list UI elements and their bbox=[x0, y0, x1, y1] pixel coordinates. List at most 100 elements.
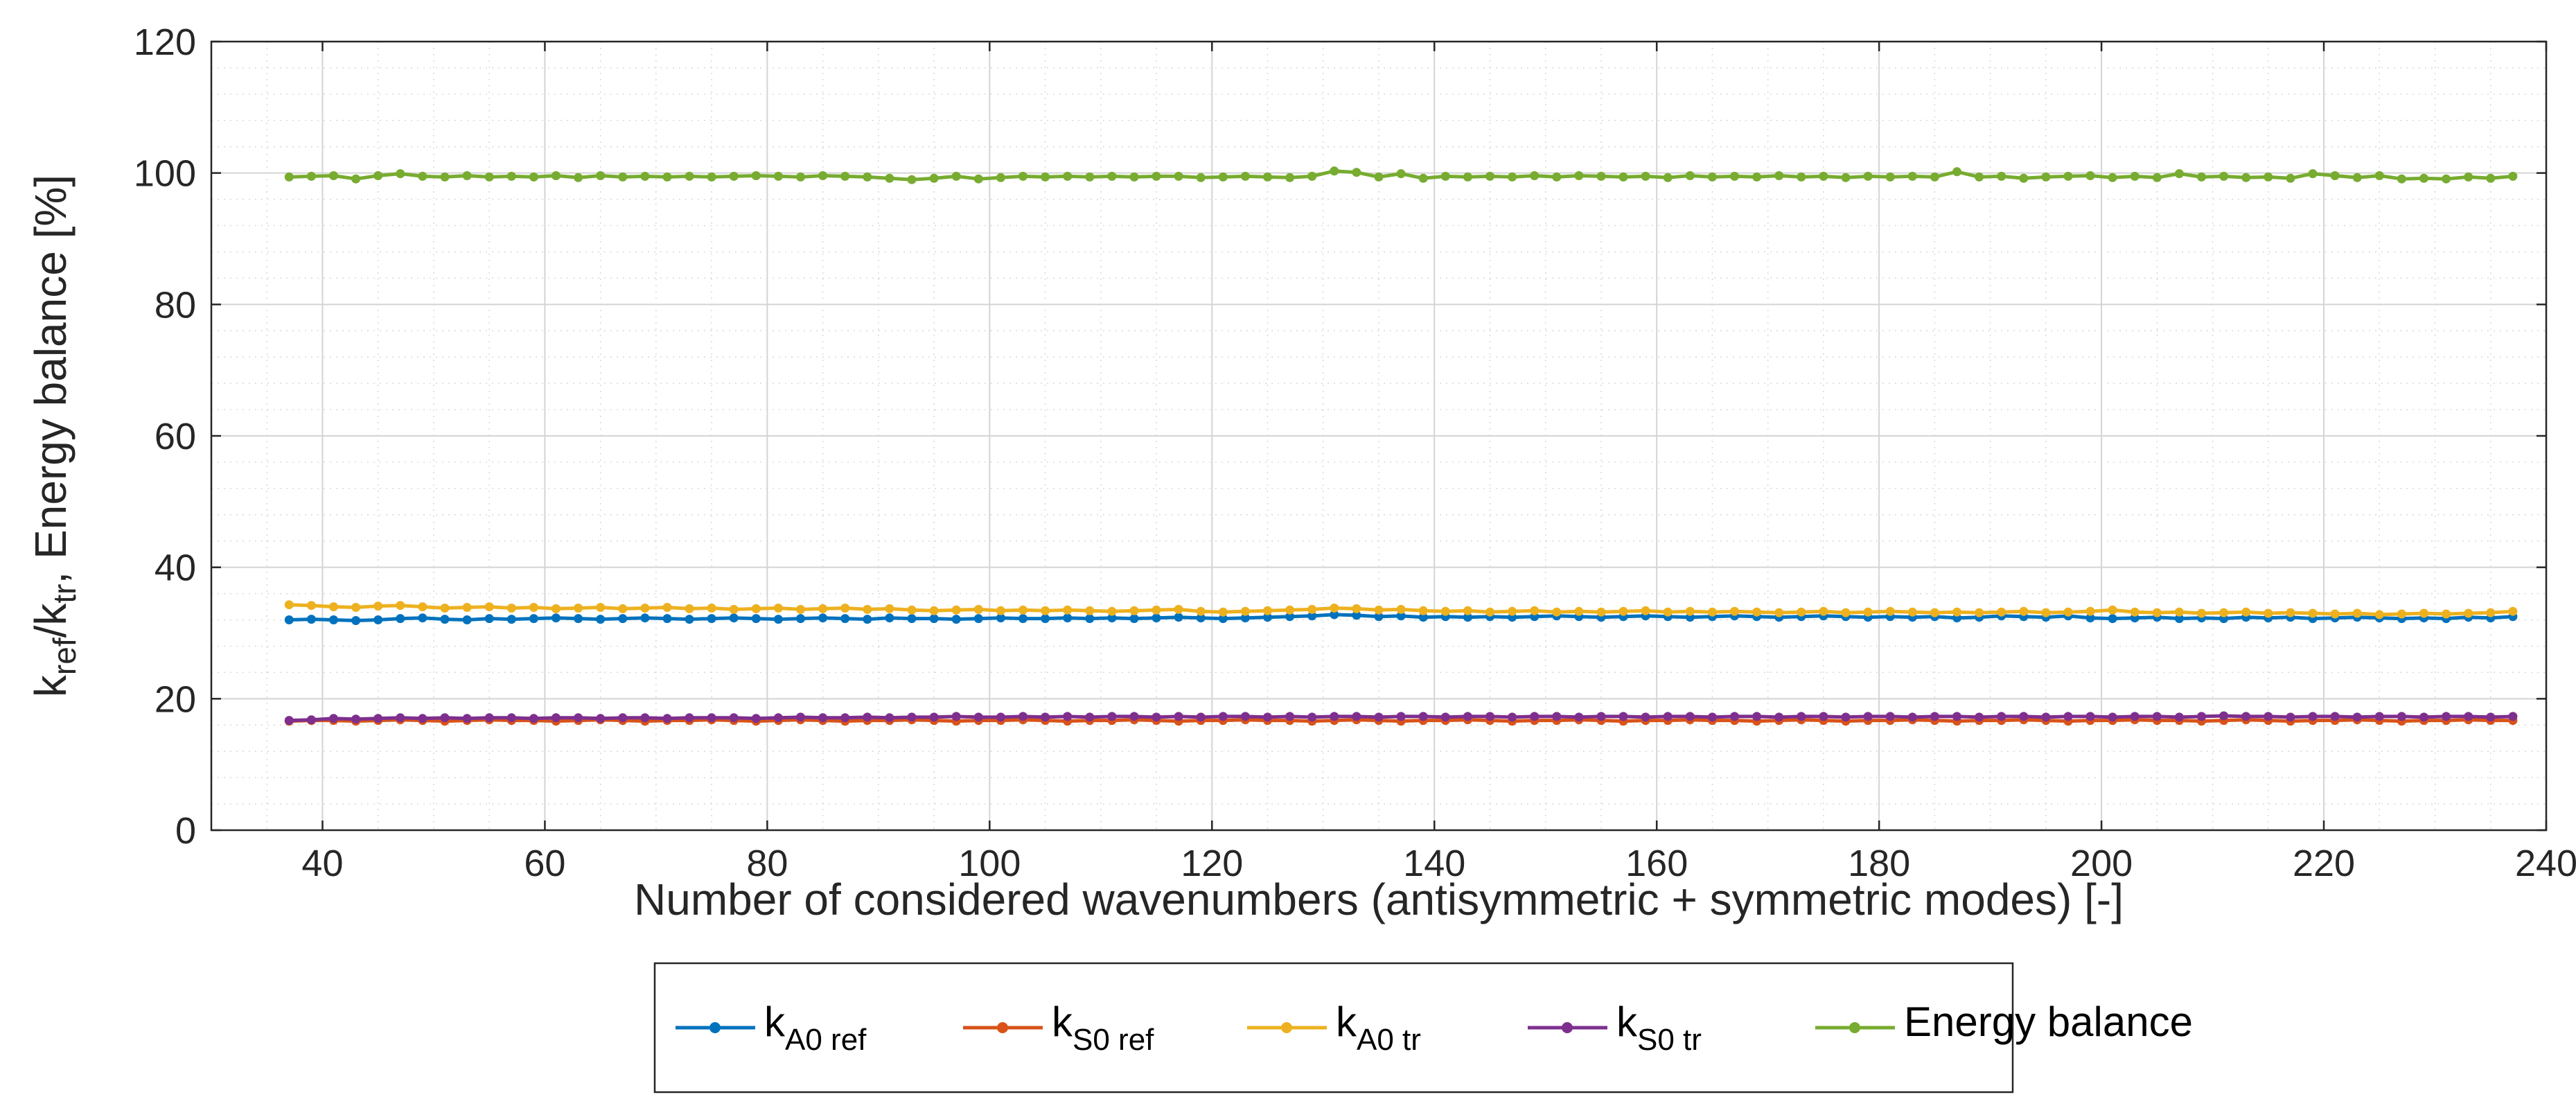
data-point bbox=[618, 172, 628, 182]
data-point bbox=[2286, 712, 2295, 722]
data-point bbox=[1863, 607, 1873, 617]
data-point bbox=[1596, 607, 1606, 617]
data-point bbox=[1907, 712, 1917, 722]
data-point bbox=[1063, 171, 1073, 181]
data-point bbox=[1041, 712, 1050, 722]
data-point bbox=[2108, 605, 2117, 615]
data-point bbox=[1374, 712, 1384, 722]
data-point bbox=[1440, 606, 1450, 616]
data-point bbox=[1107, 606, 1117, 616]
data-point bbox=[973, 174, 983, 184]
data-point bbox=[907, 712, 917, 722]
data-point bbox=[2264, 172, 2273, 182]
data-point bbox=[462, 714, 472, 723]
data-point bbox=[751, 614, 761, 624]
data-point bbox=[1041, 606, 1050, 615]
data-point bbox=[951, 615, 961, 624]
data-point bbox=[1485, 607, 1494, 617]
data-point bbox=[2330, 171, 2340, 180]
data-point bbox=[1085, 172, 1095, 182]
data-point bbox=[685, 713, 694, 723]
data-point bbox=[885, 173, 894, 183]
data-point bbox=[885, 713, 894, 723]
data-point bbox=[973, 614, 983, 624]
data-point bbox=[552, 604, 561, 613]
data-point bbox=[1018, 605, 1027, 615]
y-tick-label: 100 bbox=[134, 153, 196, 195]
data-point bbox=[1930, 172, 1939, 182]
data-point bbox=[618, 604, 628, 613]
data-point bbox=[1641, 171, 1650, 181]
data-point bbox=[2464, 172, 2473, 182]
data-point bbox=[2174, 169, 2184, 179]
y-axis-label-part: k bbox=[26, 674, 76, 697]
data-point bbox=[796, 614, 805, 624]
data-point bbox=[863, 604, 872, 614]
data-point bbox=[552, 171, 561, 180]
x-tick-label: 200 bbox=[2070, 843, 2133, 884]
data-point bbox=[1707, 172, 1717, 182]
data-point bbox=[2174, 614, 2184, 624]
data-point bbox=[640, 713, 650, 723]
data-point bbox=[840, 713, 850, 723]
y-tick-label: 20 bbox=[155, 678, 196, 720]
data-point bbox=[2352, 173, 2362, 182]
data-point bbox=[1885, 606, 1895, 616]
data-point bbox=[1352, 611, 1361, 620]
data-point bbox=[2108, 173, 2117, 182]
data-point bbox=[951, 605, 961, 615]
data-point bbox=[1463, 712, 1472, 721]
data-point bbox=[1330, 610, 1339, 620]
legend-label-main: Energy balance bbox=[1904, 999, 2193, 1045]
legend-entry: kS0 ref bbox=[963, 999, 1154, 1057]
data-point bbox=[662, 614, 672, 624]
legend-label: kS0 tr bbox=[1616, 999, 1702, 1057]
data-point bbox=[2197, 172, 2206, 182]
data-point bbox=[1307, 712, 1317, 722]
data-point bbox=[1530, 712, 1540, 721]
series-layer bbox=[284, 166, 2518, 726]
legend-marker bbox=[1849, 1022, 1860, 1033]
data-point bbox=[1196, 606, 1206, 616]
data-point bbox=[1196, 613, 1206, 623]
data-point bbox=[2308, 169, 2318, 179]
data-point bbox=[1930, 712, 1939, 721]
data-point bbox=[2130, 712, 2140, 721]
data-point bbox=[796, 604, 805, 614]
data-point bbox=[484, 602, 494, 612]
data-point bbox=[1530, 606, 1540, 615]
data-point bbox=[2063, 712, 2073, 721]
data-point bbox=[818, 713, 828, 723]
data-point bbox=[2508, 171, 2518, 181]
data-point bbox=[596, 603, 606, 612]
data-point bbox=[1240, 606, 1250, 616]
data-point bbox=[1129, 172, 1139, 182]
data-point bbox=[1129, 712, 1139, 721]
data-point bbox=[1152, 613, 1161, 623]
data-point bbox=[1330, 604, 1339, 613]
data-point bbox=[552, 613, 561, 623]
data-point bbox=[462, 171, 472, 180]
data-point bbox=[2352, 608, 2362, 618]
data-point bbox=[685, 615, 694, 624]
data-point bbox=[440, 615, 450, 624]
legend-label-subscript: A0 tr bbox=[1357, 1023, 1421, 1057]
legend-label-subscript: S0 tr bbox=[1637, 1023, 1702, 1057]
data-point bbox=[1574, 712, 1584, 722]
data-point bbox=[973, 604, 983, 614]
data-point bbox=[506, 615, 516, 624]
data-point bbox=[306, 615, 316, 624]
data-point bbox=[640, 604, 650, 613]
data-point bbox=[1263, 606, 1272, 615]
data-point bbox=[440, 172, 450, 182]
data-point bbox=[1063, 613, 1073, 623]
legend-entry: Energy balance bbox=[1815, 999, 2193, 1045]
series-k-s0-tr bbox=[284, 711, 2518, 726]
data-point bbox=[306, 715, 316, 725]
data-point bbox=[351, 603, 361, 612]
data-point bbox=[1152, 712, 1161, 722]
data-point bbox=[1685, 171, 1695, 180]
data-point bbox=[2308, 608, 2318, 618]
data-point bbox=[2152, 712, 2162, 721]
